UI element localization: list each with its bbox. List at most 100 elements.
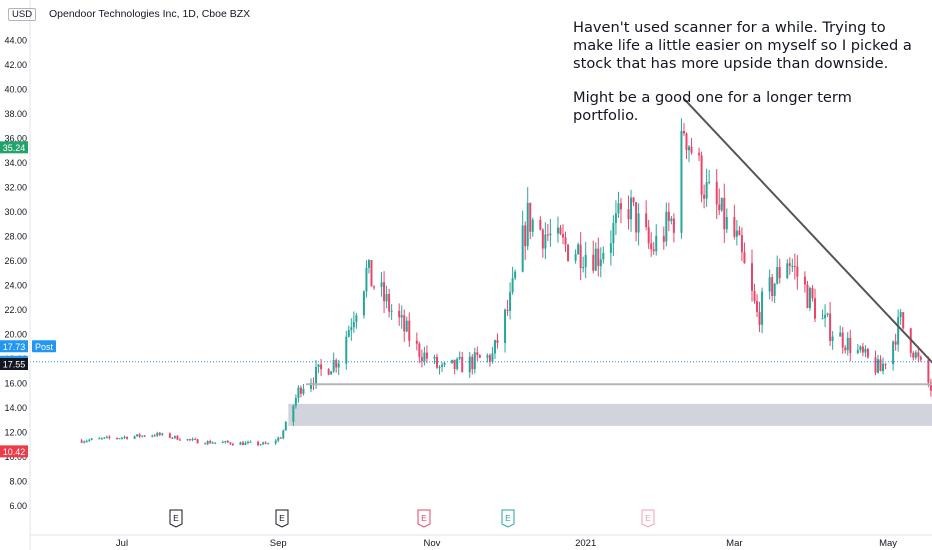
candle — [221, 440, 224, 444]
candle-body — [849, 337, 852, 354]
candle-body — [803, 276, 806, 285]
candle — [186, 438, 189, 441]
candle — [171, 437, 174, 440]
candle — [400, 305, 403, 329]
candle — [803, 271, 806, 293]
candle-body — [178, 439, 181, 441]
candle — [602, 246, 605, 264]
candle-body — [524, 225, 527, 247]
candle — [189, 438, 192, 442]
candle-body — [773, 283, 776, 296]
candle-body — [355, 315, 358, 322]
candle-body — [176, 435, 179, 440]
candle-body — [310, 383, 312, 389]
candle — [259, 444, 262, 446]
candle — [919, 355, 922, 362]
candle — [824, 304, 827, 328]
candle — [118, 437, 121, 440]
candle-body — [458, 357, 461, 359]
earnings-event-icon[interactable]: E — [169, 509, 183, 528]
candle — [612, 215, 615, 257]
candle-body — [531, 219, 534, 232]
candle-body — [403, 315, 406, 332]
candle-body — [158, 432, 161, 435]
candle-body — [247, 441, 249, 443]
candle-body — [546, 234, 549, 236]
earnings-event-icon[interactable]: E — [275, 509, 289, 528]
candle — [761, 287, 764, 334]
candle-body — [672, 218, 675, 233]
candle-body — [564, 237, 567, 245]
candle-body — [821, 318, 824, 320]
candle — [403, 309, 406, 342]
candle-body — [655, 235, 658, 252]
candle-body — [740, 235, 743, 253]
earnings-event-icon[interactable]: E — [641, 509, 655, 528]
candle-body — [274, 440, 277, 444]
text-annotation[interactable]: Haven't used scanner for a while. Trying… — [573, 19, 913, 141]
candle-body — [143, 435, 146, 437]
y-tick-label: 22.00 — [4, 305, 27, 315]
candle-body — [556, 227, 559, 234]
candle-body — [88, 439, 91, 441]
candle — [277, 436, 280, 443]
candle — [861, 343, 864, 357]
candle — [708, 169, 711, 185]
candle-body — [365, 267, 368, 292]
candle-body — [206, 441, 209, 445]
candle — [173, 435, 176, 440]
candle-body — [582, 267, 585, 269]
candle — [151, 434, 154, 438]
candle — [327, 368, 330, 376]
candle — [846, 332, 849, 356]
candle — [914, 350, 917, 360]
x-tick-label: Sep — [270, 538, 287, 549]
candle-body — [919, 356, 922, 360]
earnings-event-icon[interactable]: E — [417, 509, 431, 528]
candle — [420, 349, 423, 368]
candle-body — [418, 343, 421, 357]
candle — [743, 242, 746, 264]
candle-body — [856, 349, 859, 354]
candle — [388, 288, 391, 318]
candle-body — [473, 352, 476, 370]
candle — [473, 347, 476, 374]
candle-body — [544, 234, 547, 249]
symbol-title[interactable]: USD Opendoor Technologies Inc, 1D, Cboe … — [8, 8, 250, 21]
candle-body — [425, 352, 428, 359]
candle — [753, 283, 756, 304]
candle — [121, 437, 123, 440]
candle-body — [264, 442, 267, 444]
y-tick-label: 20.00 — [4, 330, 27, 340]
candle-body — [320, 364, 323, 370]
candle — [703, 184, 706, 209]
currency-badge[interactable]: USD — [8, 8, 37, 21]
candle-body — [108, 436, 111, 439]
candles-layer — [80, 118, 932, 447]
candle — [247, 440, 249, 445]
candle — [667, 202, 670, 232]
candle — [791, 258, 794, 272]
candle-body — [793, 265, 796, 267]
earnings-event-icon[interactable]: E — [501, 509, 515, 528]
candle-body — [725, 217, 728, 230]
candle-body — [776, 267, 779, 284]
candle-body — [662, 235, 665, 242]
candle-body — [806, 284, 809, 308]
candle — [690, 138, 693, 155]
candle — [579, 232, 582, 281]
candle-body — [514, 271, 517, 279]
candle — [546, 223, 549, 242]
candle — [559, 224, 562, 236]
candle-body — [602, 252, 605, 260]
candle — [723, 183, 726, 244]
earnings-marker-shape — [417, 509, 431, 528]
candle — [123, 435, 126, 440]
earnings-marker-label: E — [421, 513, 427, 523]
candle — [637, 203, 640, 246]
stop-price-label: 10.42 — [0, 445, 28, 458]
candle — [156, 431, 159, 437]
candle — [292, 404, 295, 426]
candle — [209, 439, 212, 444]
